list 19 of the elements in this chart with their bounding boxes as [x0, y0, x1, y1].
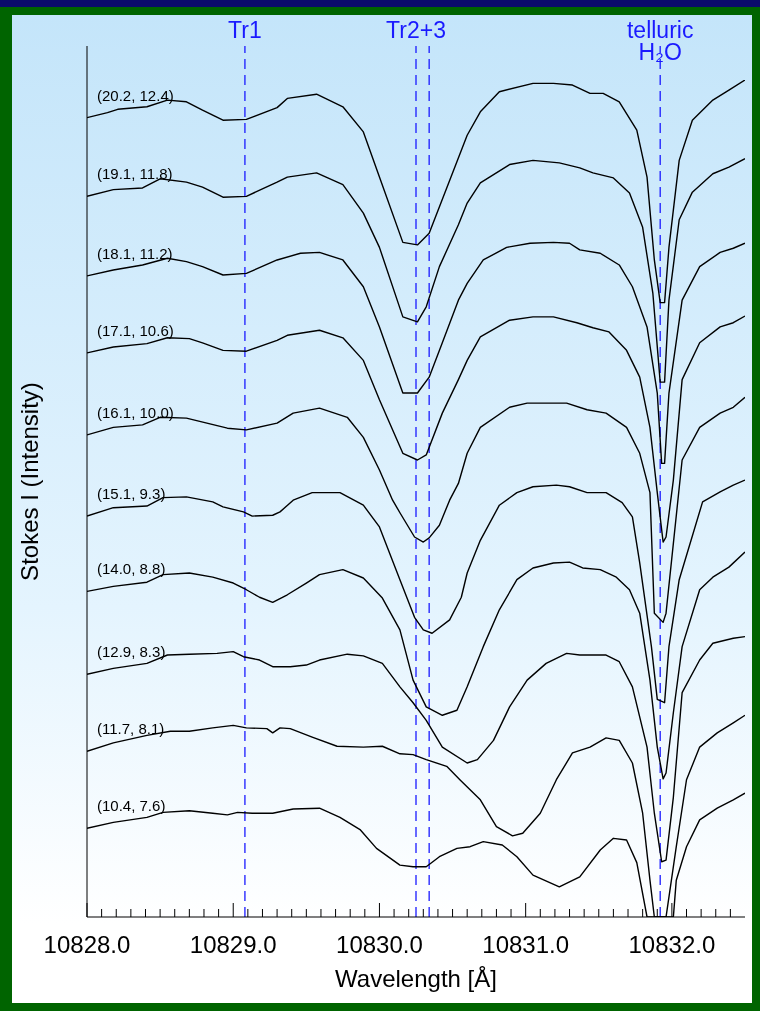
y-axis-title: Stokes I (Intensity) — [15, 382, 43, 581]
series-label: (14.0, 8.8) — [97, 560, 166, 578]
x-tick-label: 10829.0 — [189, 931, 277, 958]
series-label: (20.2, 12.4) — [97, 86, 174, 104]
x-tick-label: 10832.0 — [628, 931, 716, 958]
ref-line-label: telluric H₂O — [626, 17, 694, 65]
x-tick-label: 10831.0 — [482, 931, 570, 958]
series-label: (18.1, 11.2) — [97, 244, 173, 262]
series-label: (15.1, 9.3) — [97, 485, 166, 503]
series-label: (17.1, 10.6) — [97, 321, 174, 339]
series-label: (10.4, 7.6) — [97, 797, 166, 815]
x-tick-label: 10828.0 — [43, 931, 131, 958]
series-label: (12.9, 8.3) — [97, 643, 166, 661]
ref-line-label: Tr2+3 — [386, 17, 446, 43]
x-tick-label: 10830.0 — [336, 931, 423, 958]
series-label: (16.1, 10.0) — [97, 403, 174, 421]
ref-line-label: Tr1 — [228, 17, 262, 43]
series-label: (19.1, 11.8) — [97, 165, 173, 183]
x-axis-title: Wavelength [Å] — [335, 965, 497, 992]
